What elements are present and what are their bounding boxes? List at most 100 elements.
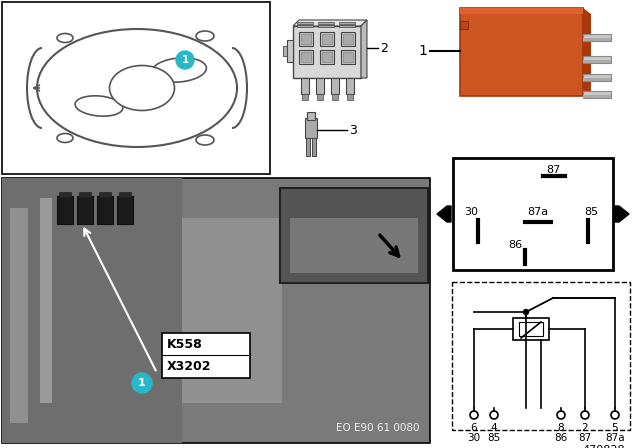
Bar	[332, 94, 338, 100]
Text: 470828: 470828	[582, 445, 625, 448]
Bar	[297, 25, 313, 27]
Bar	[346, 78, 354, 94]
Bar	[299, 32, 313, 46]
Bar	[287, 40, 293, 62]
Text: 2: 2	[582, 423, 588, 433]
Bar	[318, 22, 334, 24]
Bar	[2, 178, 182, 443]
Circle shape	[524, 310, 529, 314]
Text: 30: 30	[464, 207, 478, 217]
Text: 2: 2	[380, 42, 388, 55]
Text: X3202: X3202	[167, 359, 211, 372]
Bar	[305, 118, 317, 138]
Bar	[341, 32, 355, 46]
Bar	[453, 158, 613, 270]
Bar	[460, 8, 583, 96]
Text: 1: 1	[418, 44, 427, 58]
Text: 4: 4	[491, 423, 497, 433]
Bar	[339, 25, 355, 27]
Text: 1: 1	[138, 378, 146, 388]
Bar	[306, 138, 310, 156]
Text: 87a: 87a	[527, 207, 548, 217]
Ellipse shape	[152, 58, 207, 82]
FancyArrow shape	[437, 206, 451, 222]
Bar	[290, 218, 418, 273]
Bar	[343, 34, 353, 44]
Text: 3: 3	[349, 124, 357, 137]
Bar	[317, 94, 323, 100]
Text: 6: 6	[470, 423, 477, 433]
Text: 86: 86	[508, 240, 522, 250]
Bar	[297, 22, 313, 24]
Bar	[57, 196, 73, 224]
Ellipse shape	[57, 134, 73, 142]
Bar	[331, 78, 339, 94]
Bar	[312, 138, 316, 156]
Bar	[77, 196, 93, 224]
Bar	[99, 192, 111, 197]
Bar	[283, 46, 287, 56]
Bar	[182, 218, 282, 403]
Bar	[583, 34, 611, 41]
Text: 8: 8	[557, 423, 564, 433]
Ellipse shape	[75, 96, 123, 116]
Polygon shape	[293, 20, 367, 26]
FancyArrow shape	[615, 206, 629, 222]
Bar	[322, 34, 332, 44]
Bar	[583, 78, 611, 81]
Bar	[339, 22, 355, 24]
Bar	[318, 25, 334, 27]
Bar	[583, 91, 611, 98]
Bar	[302, 94, 308, 100]
Text: 30: 30	[467, 433, 481, 443]
Text: EO E90 61 0080: EO E90 61 0080	[337, 423, 420, 433]
Bar	[583, 56, 611, 63]
Ellipse shape	[37, 29, 237, 147]
Bar	[10, 208, 28, 423]
Bar	[79, 192, 91, 197]
Text: 87a: 87a	[605, 433, 625, 443]
Circle shape	[132, 373, 152, 393]
Bar	[97, 196, 113, 224]
Text: 85: 85	[488, 433, 500, 443]
Bar	[513, 318, 549, 340]
Bar	[322, 52, 332, 62]
Bar	[307, 112, 315, 120]
Circle shape	[176, 51, 194, 69]
Bar	[301, 34, 311, 44]
Text: 1: 1	[181, 55, 189, 65]
Bar	[119, 192, 131, 197]
Text: 87: 87	[579, 433, 591, 443]
Bar	[162, 333, 250, 378]
Polygon shape	[583, 8, 591, 96]
Ellipse shape	[196, 31, 214, 41]
Bar	[299, 50, 313, 64]
Bar	[460, 21, 468, 29]
Polygon shape	[361, 20, 367, 78]
Bar	[301, 78, 309, 94]
Text: K558: K558	[167, 337, 203, 350]
Bar	[117, 196, 133, 224]
Bar	[341, 50, 355, 64]
Text: 87: 87	[546, 165, 560, 175]
Ellipse shape	[57, 34, 73, 43]
Bar	[583, 38, 611, 41]
Bar	[347, 94, 353, 100]
Ellipse shape	[109, 65, 175, 111]
Bar	[320, 32, 334, 46]
Bar	[460, 8, 583, 14]
Bar	[301, 52, 311, 62]
Bar	[452, 282, 630, 430]
Bar	[519, 322, 543, 336]
Bar	[280, 188, 428, 283]
Bar	[583, 95, 611, 98]
Bar	[40, 198, 52, 403]
Text: 5: 5	[612, 423, 618, 433]
Bar	[2, 178, 430, 443]
Ellipse shape	[196, 135, 214, 145]
Bar	[320, 50, 334, 64]
Bar	[583, 60, 611, 63]
Bar	[59, 192, 71, 197]
Text: 85: 85	[584, 207, 598, 217]
Bar	[316, 78, 324, 94]
